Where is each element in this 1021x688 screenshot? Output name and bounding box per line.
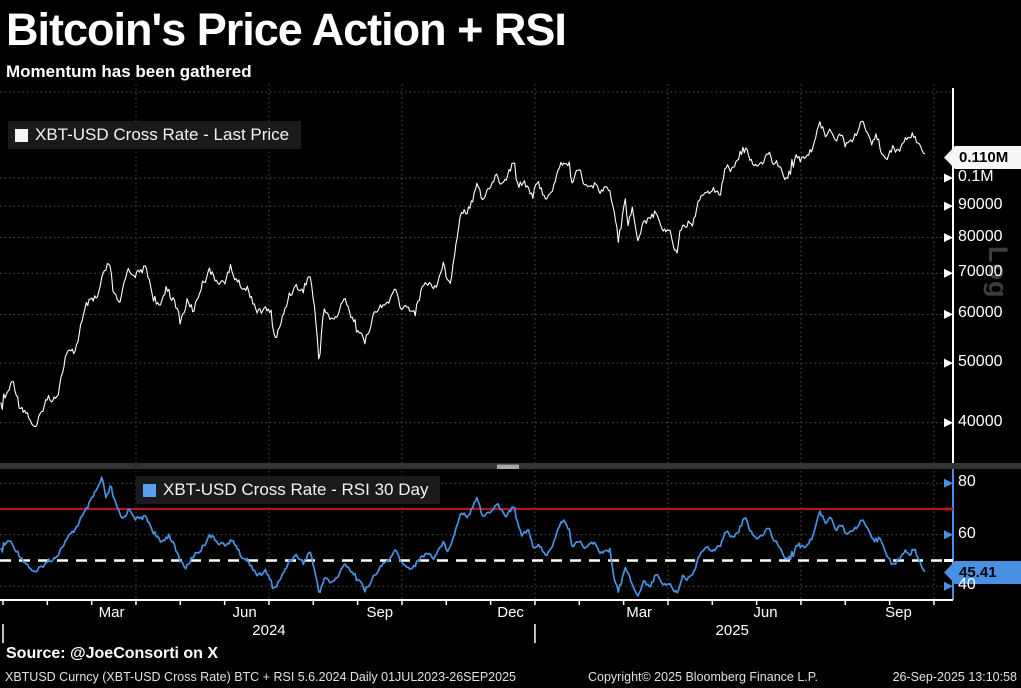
month-label: Sep — [885, 604, 912, 621]
price-legend[interactable]: XBT-USD Cross Rate - Last Price — [8, 121, 302, 149]
overbought-axis-tick — [944, 507, 953, 511]
price-axis-label: 70000 — [958, 263, 1003, 281]
price-axis-label: 0.1M — [958, 168, 994, 185]
axis-tick-arrow-icon — [944, 581, 953, 591]
rsi-axis-label: 40 — [958, 576, 976, 594]
axis-tick-arrow-icon — [944, 309, 953, 319]
rsi-legend-swatch-icon — [143, 483, 156, 497]
axis-tick-arrow-icon — [944, 418, 953, 428]
month-label: Sep — [366, 604, 394, 621]
month-label: Mar — [626, 604, 653, 621]
price-axis-label: 90000 — [958, 196, 1003, 214]
axis-tick-arrow-icon — [944, 478, 953, 488]
axis-tick-arrow-icon — [944, 173, 953, 183]
year-label: 2025 — [715, 622, 749, 639]
log-scale-watermark: Log — [983, 246, 1013, 299]
last-price-badge: 0.110M — [944, 146, 1021, 169]
price-axis-label: 50000 — [958, 353, 1003, 371]
month-label: Mar — [98, 604, 125, 621]
source-credit: Source: @JoeConsorti on X — [6, 645, 219, 662]
price-axis-label: 80000 — [958, 227, 1003, 245]
axis-tick-arrow-icon — [944, 268, 953, 278]
rsi-axis-label: 60 — [958, 524, 976, 542]
month-label: Jun — [753, 604, 778, 621]
price-legend-swatch-icon — [15, 128, 28, 142]
chart-subtitle: Momentum has been gathered — [6, 62, 252, 81]
security-description: XBTUSD Curncy (XBT-USD Cross Rate) BTC +… — [5, 670, 516, 684]
year-label: 2024 — [252, 622, 286, 639]
midline-axis-tick — [944, 559, 953, 562]
price-axis-label: 60000 — [958, 304, 1003, 322]
price-legend-label: XBT-USD Cross Rate - Last Price — [35, 125, 290, 144]
rsi-legend[interactable]: XBT-USD Cross Rate - RSI 30 Day — [136, 476, 441, 504]
timestamp: 26-Sep-2025 13:10:58 — [892, 670, 1017, 684]
axis-tick-arrow-icon — [944, 530, 953, 540]
month-label: Jun — [232, 604, 257, 621]
month-label: Dec — [497, 604, 524, 621]
rsi-axis-label: 80 — [958, 473, 976, 491]
price-axis-label: 40000 — [958, 412, 1003, 430]
axis-tick-arrow-icon — [944, 233, 953, 243]
axis-tick-arrow-icon — [944, 201, 953, 211]
last-rsi-badge: 45.41 — [944, 561, 1021, 584]
chart-title: Bitcoin's Price Action + RSI — [6, 4, 567, 55]
copyright-notice: Copyright© 2025 Bloomberg Finance L.P. — [588, 670, 818, 684]
rsi-legend-label: XBT-USD Cross Rate - RSI 30 Day — [163, 480, 429, 499]
series-line — [0, 476, 926, 597]
panel-divider-handle[interactable] — [497, 464, 519, 469]
axis-tick-arrow-icon — [944, 358, 953, 368]
series-line — [0, 120, 926, 428]
